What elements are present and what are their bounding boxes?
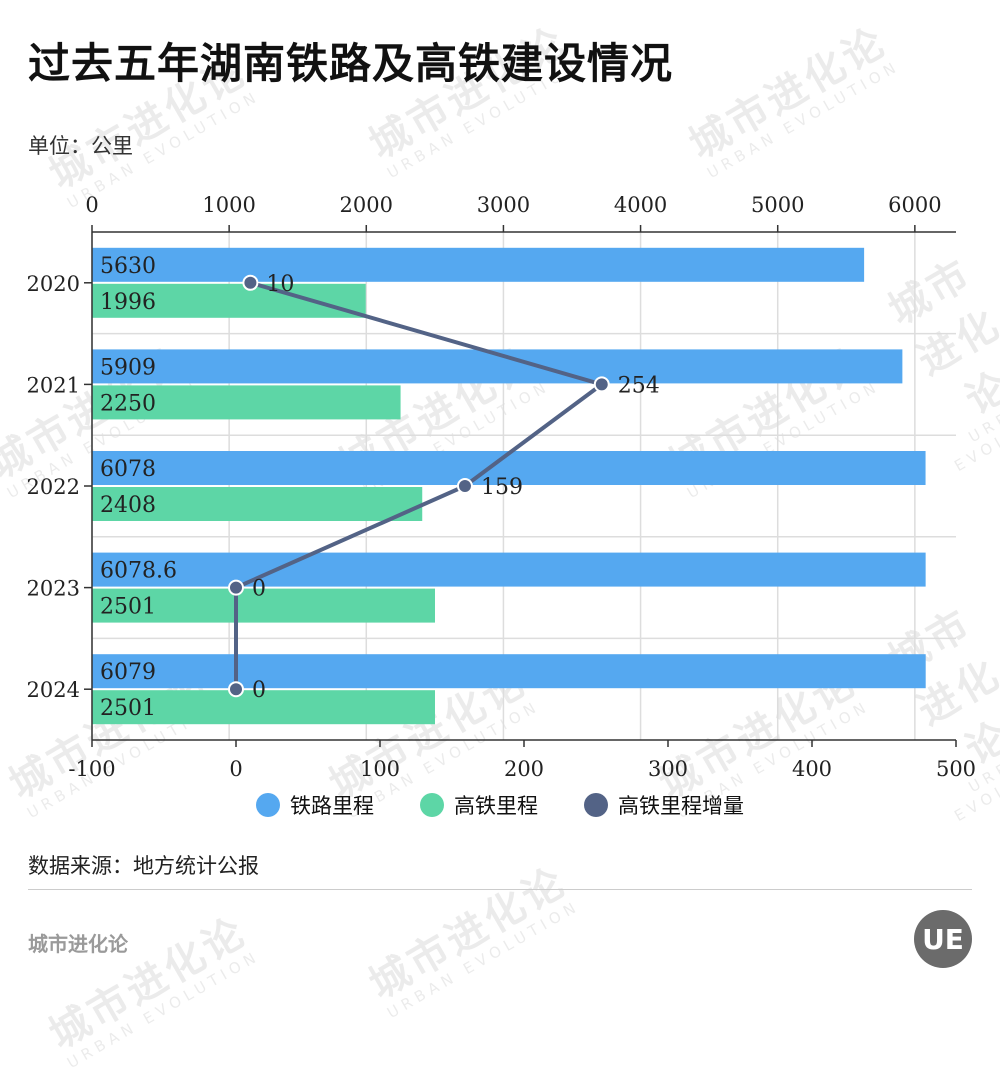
y-tick-label: 2022 [27,475,80,499]
legend-label-railway: 铁路里程 [290,794,374,818]
y-tick-label: 2020 [27,272,80,296]
top-tick-label: 6000 [888,193,941,217]
bottom-tick-label: 500 [936,757,976,780]
point-hsr-increment [228,579,244,596]
data-label-increment: 254 [618,373,660,398]
chart-canvas: 5630 1996 2020 5909 2250 2021 6078 2408 2022 6078… [27,193,977,780]
data-label-hsr: 2408 [100,493,156,518]
data-label-railway: 5909 [100,355,156,380]
bottom-tick-label: 300 [648,757,688,780]
bar-hsr [92,283,366,318]
point-hsr-increment [242,274,259,291]
brand-name: 城市进化论 [28,932,128,956]
data-label-increment: 0 [252,577,266,602]
bar-hsr [92,690,435,725]
data-label-increment: 10 [266,272,294,297]
line-hsr-increment [234,280,604,690]
data-label-railway: 6078.6 [100,559,177,584]
bottom-tick-label: 200 [504,757,544,780]
data-label-hsr: 2501 [100,595,156,620]
top-tick-label: 5000 [751,193,804,217]
legend-item-hsr[interactable]: 高铁里程 [420,790,538,820]
y-tick-label: 2023 [27,577,80,601]
y-tick-label: 2021 [27,373,80,397]
chart-title: 过去五年湖南铁路及高铁建设情况 [28,39,674,88]
data-label-increment: 0 [252,678,266,703]
top-tick-label: 0 [85,193,98,217]
legend: 铁路里程 高铁里程 高铁里程增量 [0,790,1000,820]
bottom-tick-label: 400 [792,757,832,780]
unit-label: 单位：公里 [28,134,133,158]
top-tick-label: 2000 [340,193,393,217]
bar-railway [92,552,926,587]
bar-hsr [92,385,401,420]
legend-label-increment: 高铁里程增量 [618,794,744,818]
y-tick-label: 2024 [27,678,80,702]
legend-dot-railway [256,793,280,817]
bar-hsr [92,588,435,623]
legend-item-railway[interactable]: 铁路里程 [256,790,374,820]
point-hsr-increment [593,376,610,393]
data-label-railway: 5630 [100,254,156,279]
data-label-railway: 6079 [100,660,156,685]
top-tick-label: 1000 [202,193,255,217]
point-hsr-increment [456,478,473,494]
data-source: 数据来源：地方统计公报 [28,854,259,878]
bar-railway [92,654,926,689]
brand-logo: UE [914,910,972,968]
point-hsr-increment [228,681,244,698]
top-tick-label: 3000 [477,193,530,217]
data-label-hsr: 1996 [100,290,156,315]
bar-railway [92,451,926,485]
bar-railway [92,247,865,282]
bar-hsr [92,487,423,521]
footer-divider [28,889,972,890]
bottom-tick-label: 0 [229,757,242,780]
data-label-hsr: 2501 [100,696,156,721]
legend-dot-hsr [420,793,444,817]
bottom-tick-label: -100 [68,757,115,780]
data-label-hsr: 2250 [100,391,156,416]
legend-label-hsr: 高铁里程 [454,794,538,818]
top-tick-label: 4000 [614,193,667,217]
data-label-railway: 6078 [100,457,156,482]
data-label-increment: 159 [481,475,523,500]
bottom-tick-label: 100 [360,757,400,780]
legend-dot-increment [584,793,608,817]
legend-item-increment[interactable]: 高铁里程增量 [584,790,744,820]
